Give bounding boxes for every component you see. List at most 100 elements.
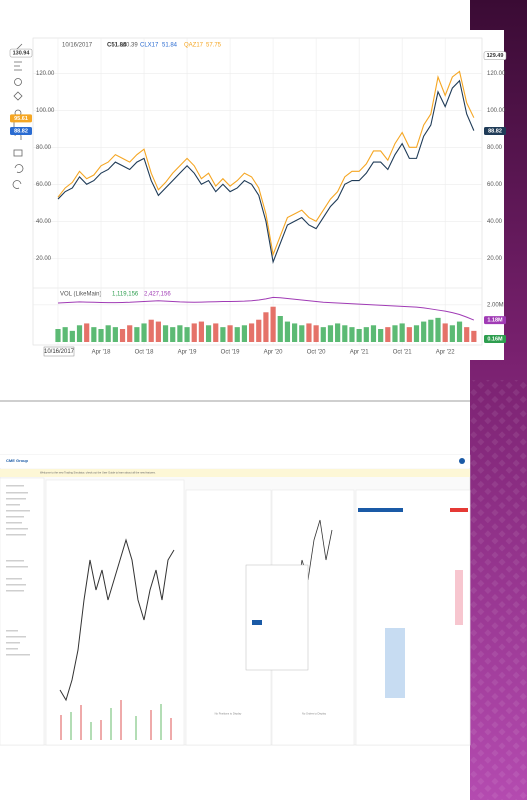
volume-bar (134, 327, 140, 342)
volume-bar (277, 316, 283, 342)
crosshair-date: 10/16/2017 (44, 349, 75, 355)
volume-bar (213, 323, 219, 342)
legend-value: 51.84 (162, 43, 178, 49)
ladder-sell[interactable] (450, 508, 468, 512)
volume-bar (220, 327, 226, 342)
volume-bar (119, 329, 126, 342)
crosshair-date-box (43, 346, 75, 357)
axis-marker (484, 335, 506, 344)
axis-marker (483, 51, 507, 60)
volume-bar (198, 321, 204, 342)
volume-bar (370, 325, 377, 342)
avatar (459, 458, 465, 464)
price-header: 10/16/2017 C51.84 Δ0.39 (62, 43, 138, 49)
volume-bar (155, 321, 161, 342)
volume-bar (349, 327, 355, 342)
volume-bar (284, 321, 291, 342)
bid-depth (385, 628, 405, 698)
volume-bar (184, 327, 190, 342)
volume-bar (385, 327, 391, 342)
axis-marker (484, 316, 506, 325)
volume-bar (69, 330, 75, 342)
y-tick-label: 60.00 (36, 182, 52, 188)
header-date: 10/16/2017 (62, 43, 93, 49)
empty-positions: No Positions to Display (215, 712, 242, 716)
y-tick-label-right: 20.00 (487, 256, 503, 262)
volume-bar (449, 325, 455, 342)
y-tick-label: 120.00 (36, 71, 55, 77)
volume-bar (76, 325, 83, 342)
x-tick-label: Apr '22 (436, 350, 455, 356)
x-tick-label: Apr '19 (178, 350, 197, 356)
volume-bar (177, 325, 183, 342)
axis-marker (10, 126, 32, 135)
y-tick-label: 20.00 (36, 256, 52, 262)
volume-bar (399, 323, 405, 342)
x-tick-label: Oct '20 (307, 350, 326, 356)
volume-legend-value: 2,427,156 (144, 292, 171, 298)
y-tick-label: 100.00 (36, 108, 55, 114)
price-line (57, 79, 475, 264)
volume-bar (464, 327, 470, 342)
volume-bar (170, 327, 176, 342)
axis-marker (484, 126, 506, 135)
order-ticket (245, 564, 309, 671)
x-tick-label: Oct '18 (135, 350, 154, 356)
empty-orders: No Orders to Display (302, 712, 327, 716)
y-tick-label-right: 120.00 (487, 71, 506, 77)
volume-bar (148, 319, 154, 342)
axis-marker (9, 48, 33, 58)
y-tick-label-right: 60.00 (487, 182, 503, 188)
axis-marker-label: 95.61 (14, 116, 28, 122)
volume-legend-value: 1,119,156 (112, 292, 139, 298)
volume-bar (91, 327, 97, 342)
trading-platform: CME Group Welcome to the new Trading Sim… (0, 454, 471, 746)
volume-bar (442, 323, 448, 342)
volume-bar (141, 323, 147, 342)
axis-marker (10, 114, 32, 123)
side-pattern (470, 380, 527, 800)
x-tick-label: Apr '20 (264, 350, 283, 356)
mini-chart (45, 479, 185, 746)
volume-bar (392, 325, 398, 342)
x-tick-label: Apr '21 (350, 350, 369, 356)
volume-bar (112, 327, 118, 342)
x-tick-label: Oct '21 (393, 350, 412, 356)
axis-marker-label: 1.18M (487, 318, 503, 324)
volume-bar (313, 325, 319, 342)
axis-marker-label: 0.16M (487, 336, 503, 342)
volume-bar (263, 312, 269, 342)
volume-bar (292, 323, 298, 342)
volume-bar (320, 327, 326, 342)
volume-bar (327, 325, 334, 342)
axis-marker-label: 129.49 (487, 53, 504, 59)
brand: CME Group (6, 458, 29, 463)
legend-name: CLX17 (140, 43, 159, 49)
volume-bar (342, 325, 348, 342)
volume-bar (413, 325, 420, 342)
volume-bar (62, 327, 68, 342)
volume-bar (421, 321, 427, 342)
y-tick-label-right: 40.00 (487, 219, 503, 225)
volume-bar (241, 325, 248, 342)
mini-price (59, 538, 175, 702)
banner (0, 469, 470, 477)
volume-bar (84, 323, 90, 342)
header-close: C51.84 (107, 43, 127, 49)
price-line (57, 70, 475, 257)
volume-bar (378, 329, 384, 342)
volume-bar (205, 325, 212, 342)
volume-bar (248, 323, 255, 342)
plot-frame (32, 37, 483, 346)
volume-bar (428, 319, 434, 342)
volume-bar (256, 319, 262, 342)
y-tick-label-right: 80.00 (487, 145, 503, 151)
sidebar (0, 477, 45, 746)
ladder-panel (355, 489, 471, 746)
ladder-buy[interactable] (358, 508, 403, 512)
ticket-button[interactable] (252, 620, 262, 625)
legend-name: QAZ17 (184, 43, 204, 49)
x-tick-label: Oct '19 (221, 350, 240, 356)
y-tick-label: 80.00 (36, 145, 52, 151)
